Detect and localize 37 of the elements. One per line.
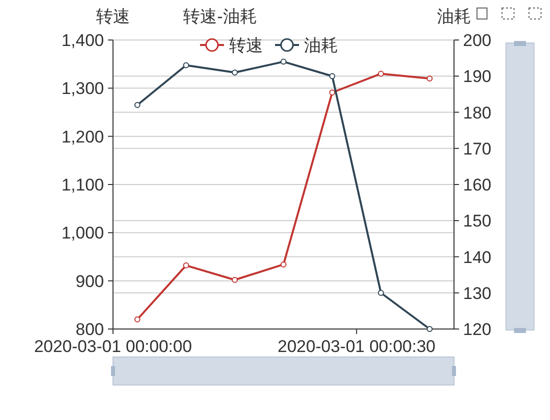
y2-tick-label: 160 — [463, 176, 492, 194]
y-tick-label: 900 — [76, 272, 104, 291]
point — [183, 62, 190, 68]
chart-title: 转速-油耗 — [183, 7, 257, 26]
point — [280, 261, 286, 268]
point — [134, 316, 140, 322]
point — [232, 70, 238, 76]
point — [426, 76, 433, 82]
y2-tick-label: 170 — [463, 139, 492, 158]
y-tick-label: 1,300 — [61, 79, 104, 98]
point — [329, 90, 336, 96]
y2-tick-label: 120 — [463, 320, 492, 339]
legend-label: 油耗 — [304, 36, 338, 55]
y2-tick-label: 200 — [463, 31, 492, 50]
y-tick-label: 1,100 — [61, 176, 104, 194]
y2-tick-label: 180 — [463, 103, 492, 122]
point — [329, 73, 336, 80]
y2-tick-label: 190 — [463, 67, 492, 86]
y-tick-label: 1,200 — [61, 127, 104, 146]
x-tick-label: 2020-03-01 00:00:00 — [34, 337, 192, 356]
y-tick-label: 800 — [76, 320, 104, 339]
y2-tick-label: 130 — [463, 284, 492, 303]
y-axis-title: 转速 — [96, 7, 130, 26]
y2-tick-label: 140 — [463, 248, 492, 267]
point — [183, 262, 190, 268]
point — [134, 102, 140, 108]
point — [378, 70, 384, 77]
point — [280, 58, 286, 65]
y-tick-label: 1,000 — [61, 224, 104, 243]
y2-tick-label: 150 — [463, 212, 492, 231]
x-tick-label: 2020-03-01 00:00:30 — [278, 337, 436, 356]
legend-label: 转速 — [229, 36, 263, 55]
point — [426, 326, 433, 332]
y2-axis-title: 油耗 — [437, 7, 471, 26]
y-tick-label: 1,400 — [61, 31, 104, 50]
point — [232, 276, 238, 283]
point — [378, 290, 384, 296]
